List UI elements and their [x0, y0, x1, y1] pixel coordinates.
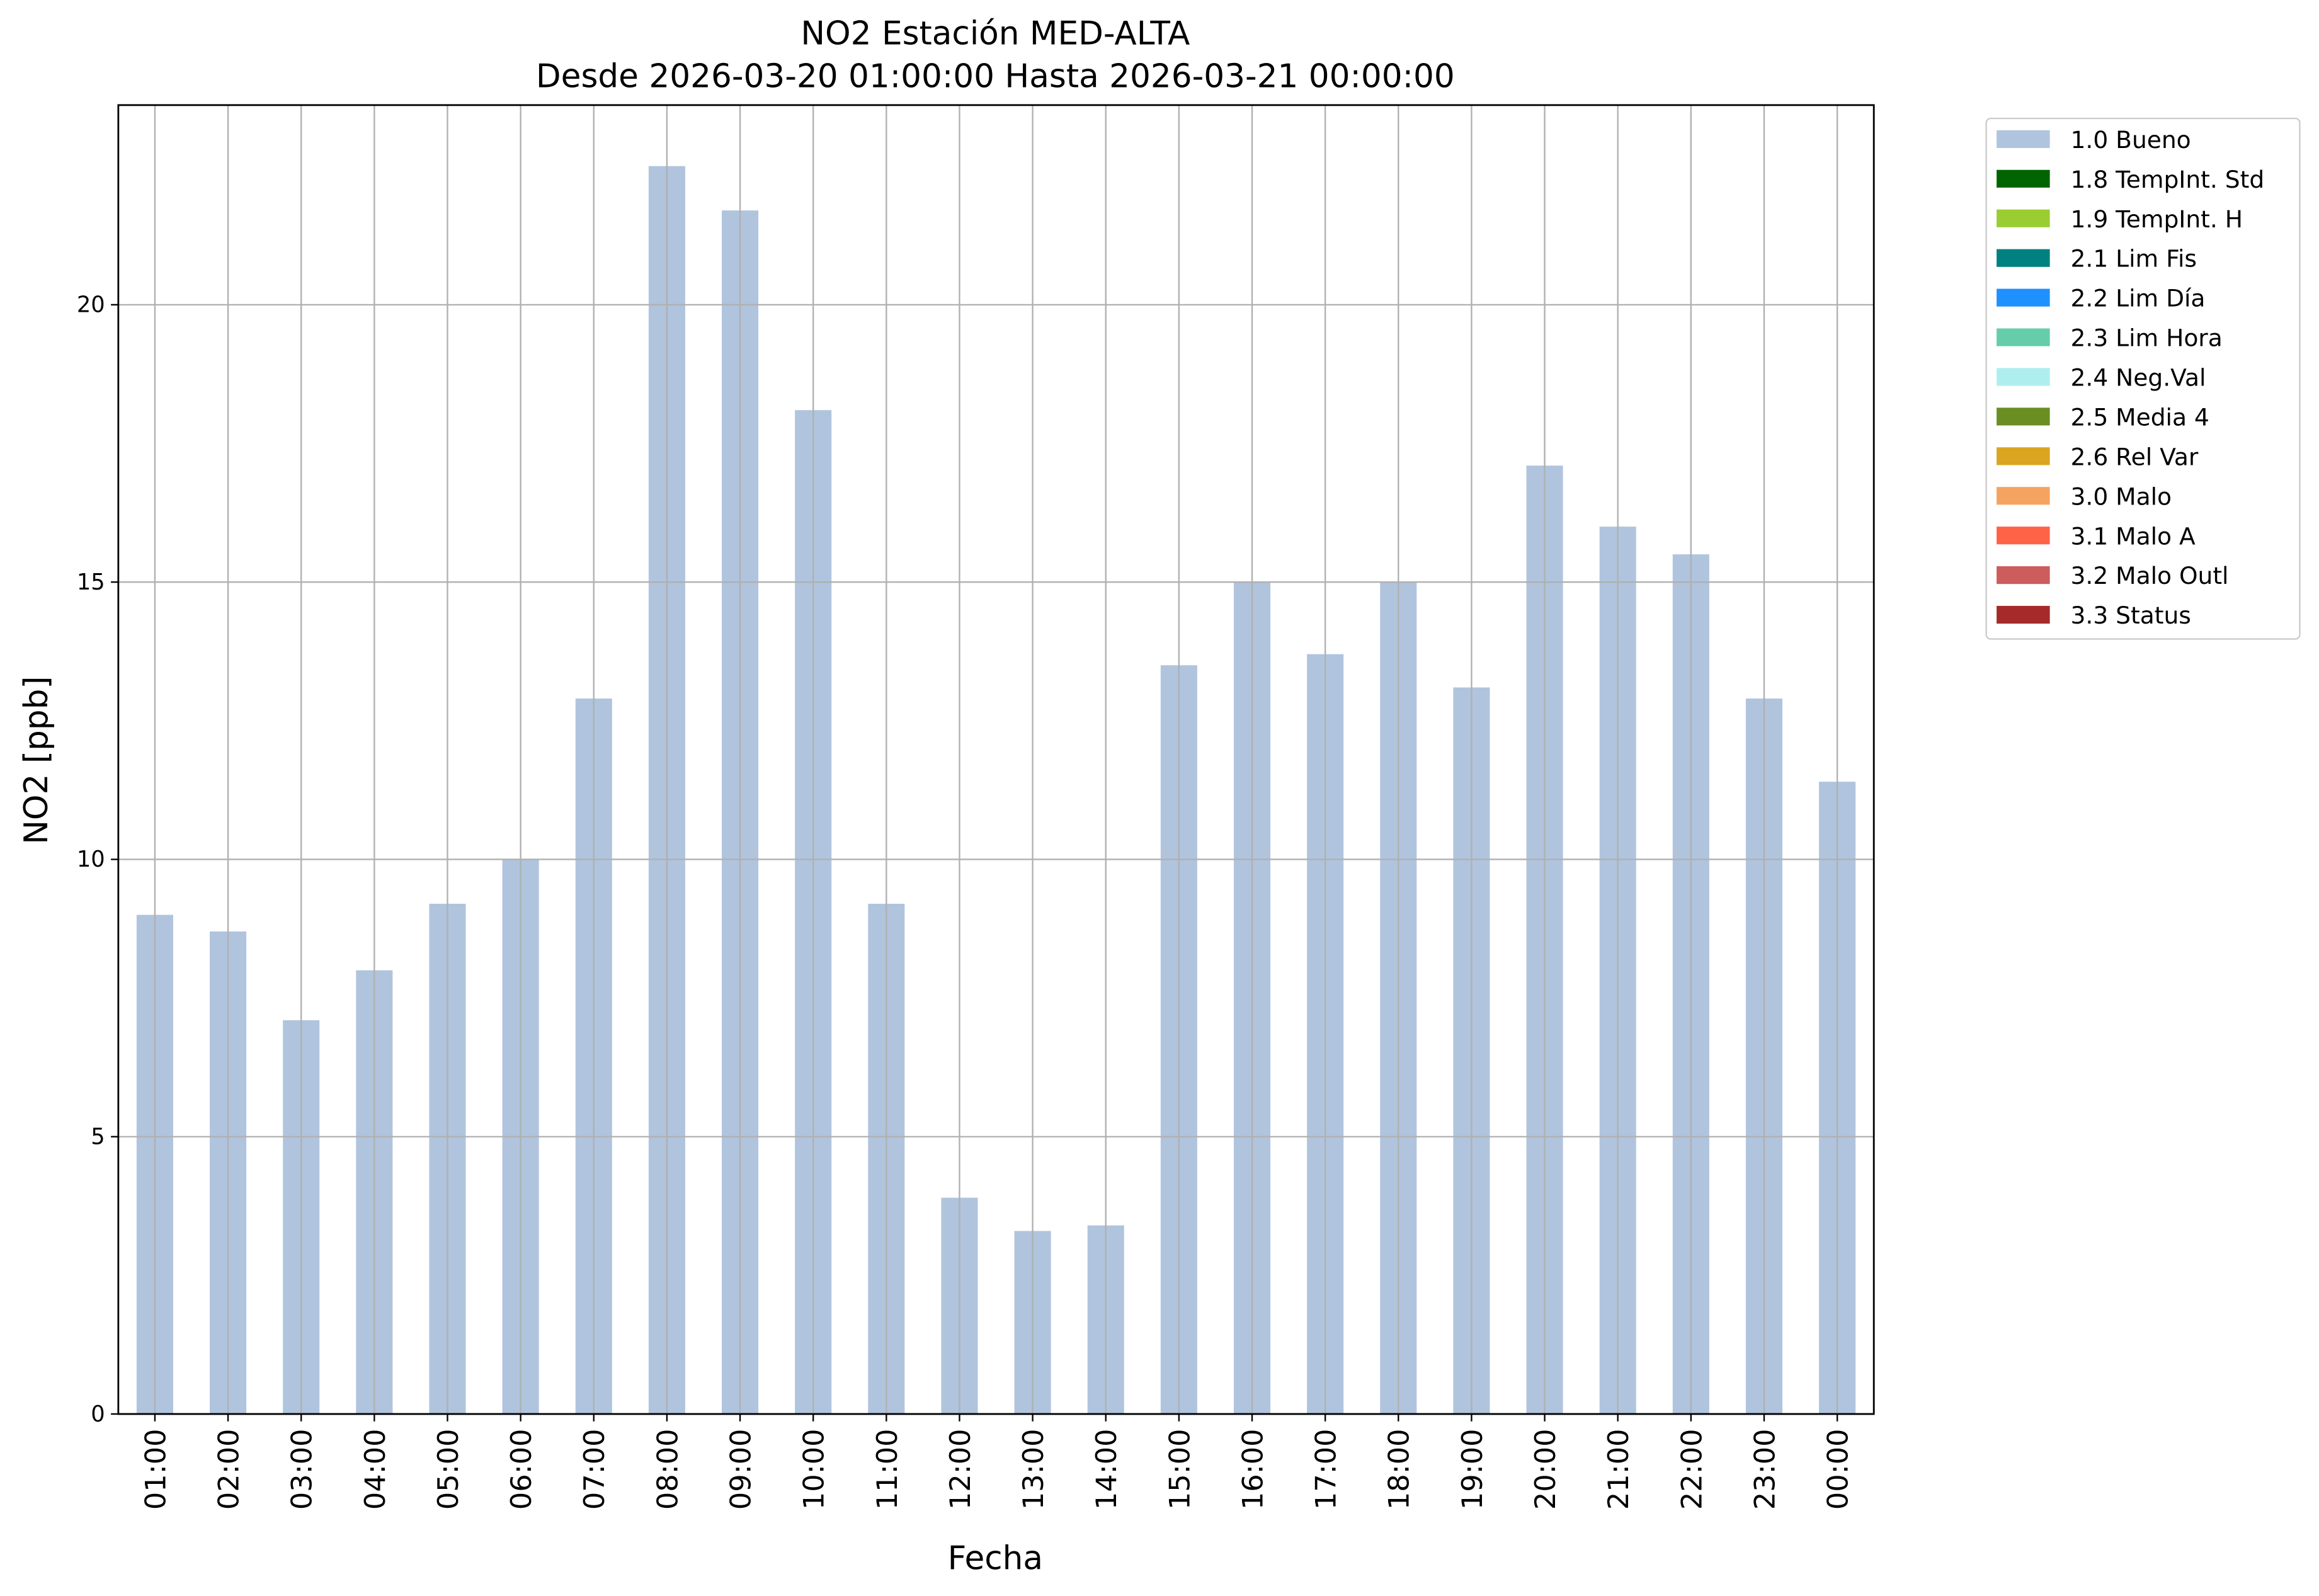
x-tick-label: 03:00: [286, 1429, 319, 1510]
y-tick-label: 10: [77, 846, 105, 872]
x-axis-label: Fecha: [948, 1540, 1043, 1578]
legend-label: 2.1 Lim Fis: [2071, 245, 2197, 273]
legend-label: 1.0 Bueno: [2071, 126, 2191, 154]
legend-swatch: [1997, 169, 2050, 188]
legend-swatch: [1997, 408, 2050, 426]
x-tick-label: 11:00: [871, 1429, 904, 1510]
x-tick-label: 10:00: [798, 1429, 831, 1510]
y-axis-label: NO2 [ppb]: [18, 676, 55, 844]
chart-title: NO2 Estación MED-ALTA: [801, 15, 1190, 53]
legend-box: [1985, 117, 2301, 640]
x-tick-label: 16:00: [1236, 1429, 1269, 1510]
x-tick-label: 14:00: [1090, 1429, 1123, 1510]
legend-label: 2.2 Lim Día: [2071, 285, 2206, 312]
x-tick-label: 08:00: [651, 1429, 684, 1510]
legend-label: 3.2 Malo Outl: [2071, 562, 2229, 590]
legend-label: 2.4 Neg.Val: [2071, 364, 2206, 392]
legend-swatch: [1997, 368, 2050, 386]
legend-label: 3.1 Malo A: [2071, 522, 2196, 550]
plot-frame: [117, 104, 1875, 1415]
x-tick-label: 19:00: [1456, 1429, 1489, 1510]
x-tick-label: 07:00: [578, 1429, 611, 1510]
legend-swatch: [1997, 447, 2050, 465]
legend-swatch: [1997, 130, 2050, 148]
x-tick-label: 09:00: [724, 1429, 757, 1510]
legend-swatch: [1997, 209, 2050, 227]
legend-swatch: [1997, 288, 2050, 307]
legend-label: 1.9 TempInt. H: [2071, 205, 2243, 233]
legend-swatch: [1997, 328, 2050, 346]
legend: 1.0 Bueno 1.8 TempInt. Std 1.9 TempInt. H 2…: [1997, 126, 2264, 629]
legend-swatch: [1997, 566, 2050, 584]
x-tick-label: 13:00: [1017, 1429, 1050, 1510]
legend-swatch: [1997, 487, 2050, 505]
legend-label: 2.6 Rel Var: [2071, 443, 2199, 470]
plot-area: 0 5 10 15 20 01:00 02:00 03:00 04:00 05:00 06:00 07…: [77, 104, 1875, 1510]
y-tick-label: 20: [77, 292, 105, 318]
y-tick-label: 15: [77, 569, 105, 595]
x-tick-label: 01:00: [139, 1429, 172, 1510]
legend-swatch: [1997, 249, 2050, 267]
x-tick-label: 05:00: [432, 1429, 465, 1510]
legend-label: 2.5 Media 4: [2071, 403, 2209, 431]
legend-swatch: [1997, 605, 2050, 624]
x-tick-label: 18:00: [1383, 1429, 1416, 1510]
legend-label: 3.0 Malo: [2071, 482, 2172, 510]
x-tick-label: 21:00: [1602, 1429, 1635, 1510]
legend-label: 2.3 Lim Hora: [2071, 324, 2223, 352]
legend-label: 1.8 TempInt. Std: [2071, 166, 2265, 193]
legend-label: 3.3 Status: [2071, 601, 2191, 629]
x-tick-label: 12:00: [944, 1429, 977, 1510]
x-tick-label: 22:00: [1675, 1429, 1708, 1510]
x-tick-label: 00:00: [1822, 1429, 1855, 1510]
x-tick-label: 15:00: [1163, 1429, 1196, 1510]
legend-swatch: [1997, 527, 2050, 545]
x-tick-label: 17:00: [1310, 1429, 1343, 1510]
x-tick-label: 02:00: [213, 1429, 246, 1510]
x-tick-label: 04:00: [359, 1429, 392, 1510]
y-tick-label: 5: [91, 1124, 105, 1149]
x-tick-label: 06:00: [505, 1429, 538, 1510]
chart-subtitle: Desde 2026-03-20 01:00:00 Hasta 2026-03-…: [536, 58, 1455, 96]
y-tick-label: 0: [91, 1401, 105, 1427]
x-tick-label: 23:00: [1748, 1429, 1781, 1510]
x-tick-label: 20:00: [1529, 1429, 1562, 1510]
